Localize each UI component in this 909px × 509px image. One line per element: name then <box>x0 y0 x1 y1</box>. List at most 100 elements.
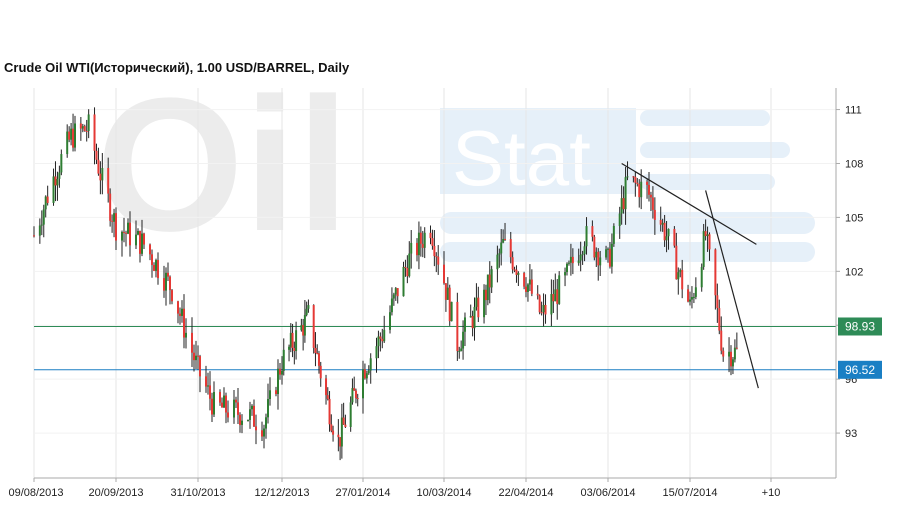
candle-body <box>68 131 71 140</box>
candle-body <box>728 351 731 357</box>
candle <box>123 217 125 243</box>
candle <box>46 185 49 206</box>
candle <box>714 248 717 310</box>
candle <box>79 116 82 141</box>
candle <box>54 161 57 202</box>
candle-body <box>356 398 359 400</box>
candle <box>83 124 86 132</box>
candle <box>356 393 359 407</box>
candle-body <box>87 114 90 132</box>
candle-body <box>663 222 666 241</box>
candle <box>291 323 294 358</box>
candle <box>634 171 637 197</box>
candle <box>421 230 424 258</box>
candle-body <box>530 279 533 294</box>
y-tick-label: 93 <box>845 428 857 440</box>
candle-body <box>595 251 598 258</box>
candle-body <box>185 332 187 338</box>
x-tick-label: 03/06/2014 <box>580 487 635 499</box>
candle <box>618 206 621 239</box>
candle-body <box>500 242 503 254</box>
candle <box>667 228 670 250</box>
candle-body <box>300 325 303 331</box>
candle <box>408 241 411 278</box>
candle <box>237 387 239 425</box>
candle <box>706 226 709 252</box>
candle <box>135 220 137 250</box>
candle <box>554 273 557 302</box>
candle-body <box>303 314 306 336</box>
candle <box>728 337 731 373</box>
candle-body <box>328 398 331 425</box>
candle-body <box>554 289 557 302</box>
candle-body <box>591 226 594 237</box>
candle <box>93 107 96 165</box>
candle-body <box>369 358 372 371</box>
chart-title: Crude Oil WTI(Исторический), 1.00 USD/BA… <box>4 60 350 75</box>
candle <box>157 252 159 285</box>
candle-body <box>233 399 235 418</box>
candle-body <box>363 369 366 379</box>
candle <box>353 376 356 391</box>
candle <box>314 332 317 367</box>
candle-body <box>113 213 116 222</box>
candle-body <box>607 248 609 250</box>
candle <box>383 315 386 343</box>
candle <box>195 340 197 369</box>
candle <box>197 345 199 370</box>
level-label-1: 96.52 <box>845 363 875 377</box>
candle-body <box>730 351 732 367</box>
candle-body <box>169 276 171 291</box>
candle <box>396 288 399 304</box>
candle-body <box>694 287 697 297</box>
candle-body <box>302 325 305 336</box>
candle <box>33 226 35 238</box>
candle-body <box>44 196 47 210</box>
candle-body <box>648 184 650 195</box>
candle-body <box>99 173 102 181</box>
candle <box>433 230 436 267</box>
candle-body <box>265 417 267 429</box>
level-badge-0 <box>838 317 882 336</box>
candle-body <box>251 405 253 410</box>
candle <box>221 397 223 408</box>
candle <box>340 403 343 459</box>
candle-body <box>433 245 436 257</box>
candle-body <box>708 234 711 250</box>
trendlines <box>621 162 759 389</box>
candle <box>475 283 478 311</box>
candle-body <box>377 336 380 347</box>
candle <box>579 241 582 272</box>
candle-body <box>291 332 294 348</box>
candle <box>111 214 114 233</box>
candle <box>392 292 395 306</box>
candle-body <box>477 297 480 318</box>
candle-body <box>42 209 45 225</box>
candle <box>137 228 139 236</box>
candle <box>109 188 112 227</box>
candle-body <box>605 249 608 258</box>
candle-body <box>213 392 215 415</box>
candle <box>363 363 366 380</box>
candle-body <box>305 308 308 315</box>
candle-body <box>585 226 588 247</box>
candle <box>302 318 305 351</box>
candle-body <box>165 272 167 291</box>
candle <box>733 339 736 363</box>
candle-body <box>538 295 541 313</box>
candle-body <box>431 238 434 246</box>
candle <box>675 232 678 280</box>
candle <box>473 297 476 341</box>
candle-body <box>223 395 225 408</box>
candle <box>731 356 734 375</box>
candle-body <box>408 253 411 277</box>
candle <box>191 317 193 368</box>
candle-body <box>714 249 717 296</box>
candle-body <box>349 402 352 427</box>
candle <box>38 218 41 244</box>
candle <box>446 277 449 300</box>
candle <box>233 389 235 424</box>
candle-body <box>556 289 559 304</box>
candle-body <box>263 428 265 437</box>
